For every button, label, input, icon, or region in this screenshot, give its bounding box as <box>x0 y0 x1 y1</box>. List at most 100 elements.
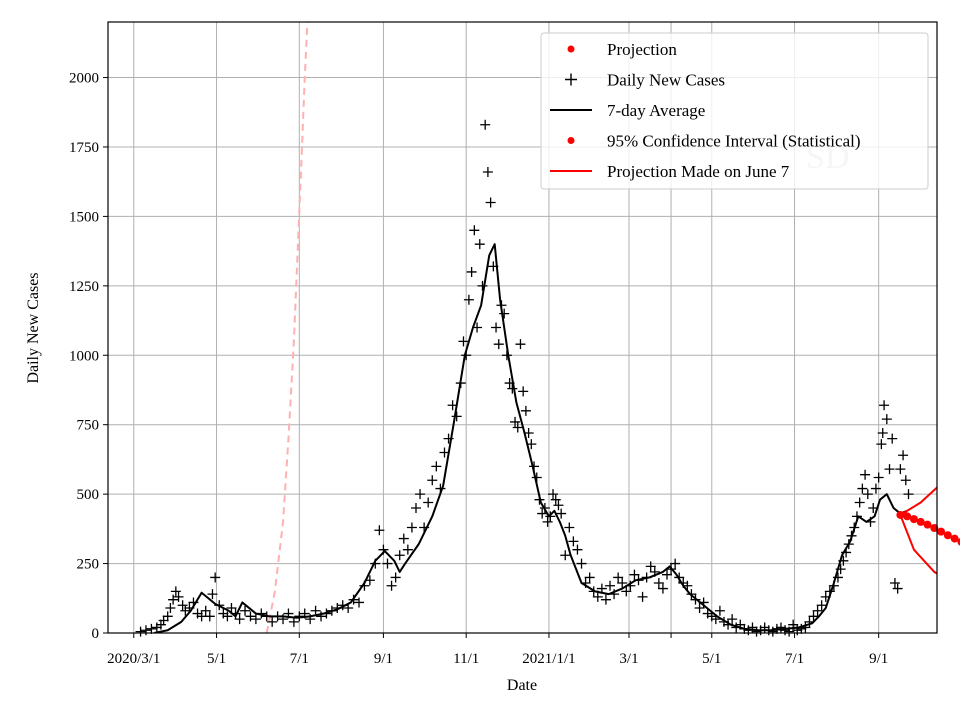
legend-marker-dot <box>567 137 575 144</box>
daily-case-marker <box>747 622 758 633</box>
daily-case-marker <box>162 611 173 622</box>
y-tick-label: 500 <box>77 487 100 503</box>
daily-case-marker <box>694 603 705 614</box>
x-axis-title: Date <box>507 677 537 694</box>
daily-case-marker <box>146 623 157 634</box>
daily-case-marker <box>556 508 567 519</box>
daily-case-marker <box>382 558 393 569</box>
legend-label: 7-day Average <box>607 101 705 120</box>
daily-case-marker <box>808 611 819 622</box>
daily-case-marker <box>889 578 900 589</box>
daily-case-marker <box>670 558 681 569</box>
y-tick-label: 250 <box>77 557 100 573</box>
daily-case-marker <box>386 580 397 591</box>
legend-label: Daily New Cases <box>607 71 725 90</box>
daily-case-marker <box>374 525 385 536</box>
legend-label: 95% Confidence Interval (Statistical) <box>607 132 861 151</box>
daily-case-marker <box>510 416 521 427</box>
daily-case-marker <box>173 591 184 602</box>
daily-case-marker <box>553 500 564 511</box>
projection-point <box>923 520 932 529</box>
projection-point <box>916 517 925 526</box>
x-tick-label: 2021/1/1 <box>522 651 575 667</box>
daily-case-marker <box>240 605 251 616</box>
daily-case-marker <box>881 414 892 425</box>
daily-case-marker <box>592 591 603 602</box>
daily-case-marker <box>135 626 146 637</box>
ci-lower-line <box>899 514 937 575</box>
x-tick-label: 5/1 <box>207 651 226 667</box>
daily-case-marker <box>410 503 421 514</box>
daily-case-marker <box>629 569 640 580</box>
daily-case-marker <box>884 464 895 475</box>
daily-case-marker <box>898 450 909 461</box>
daily-case-marker <box>234 614 245 625</box>
daily-case-marker <box>140 625 151 636</box>
legend: Projection Daily New Cases 7-day Average 95… <box>540 32 929 190</box>
daily-case-marker <box>515 339 526 350</box>
daily-case-marker <box>714 605 725 616</box>
y-tick-label: 0 <box>92 626 100 642</box>
daily-case-marker <box>520 405 531 416</box>
daily-case-marker <box>877 428 888 439</box>
projection-point <box>950 534 959 543</box>
daily-case-marker <box>600 594 611 605</box>
daily-case-marker <box>816 600 827 611</box>
x-tick-label: 9/1 <box>869 651 888 667</box>
daily-case-marker <box>423 497 434 508</box>
daily-case-marker <box>564 522 575 533</box>
daily-case-marker <box>751 626 762 637</box>
daily-case-marker <box>887 433 898 444</box>
daily-case-marker <box>637 591 648 602</box>
daily-case-marker <box>873 472 884 483</box>
daily-case-marker <box>406 522 417 533</box>
x-tick-label: 5/1 <box>702 651 721 667</box>
daily-case-marker <box>584 572 595 583</box>
daily-case-marker <box>245 611 256 622</box>
x-tick-label: 7/1 <box>785 651 804 667</box>
daily-case-marker <box>463 294 474 305</box>
daily-case-marker <box>207 589 218 600</box>
daily-case-marker <box>200 605 211 616</box>
x-tick-label: 7/1 <box>290 651 309 667</box>
daily-case-marker <box>210 572 221 583</box>
daily-case-marker <box>398 533 409 544</box>
daily-case-marker <box>316 611 327 622</box>
old-projection-series <box>265 22 309 633</box>
daily-case-marker <box>177 600 188 611</box>
projection-point <box>943 531 952 540</box>
daily-case-marker <box>354 597 365 608</box>
daily-case-marker <box>267 616 278 627</box>
daily-case-marker <box>226 603 237 614</box>
y-tick-label: 1500 <box>69 209 99 225</box>
daily-case-marker <box>466 266 477 277</box>
daily-case-marker <box>876 439 887 450</box>
daily-case-marker <box>653 578 664 589</box>
seven-day-average-series <box>153 243 908 633</box>
daily-case-marker <box>499 308 510 319</box>
daily-case-marker <box>857 483 868 494</box>
daily-case-marker <box>493 339 504 350</box>
daily-case-marker <box>568 536 579 547</box>
daily-case-marker <box>657 583 668 594</box>
daily-case-marker <box>796 623 807 634</box>
legend-marker-plus <box>565 73 577 86</box>
ci-upper-line <box>899 486 937 516</box>
daily-case-marker <box>572 544 583 555</box>
daily-case-marker <box>469 225 480 236</box>
daily-case-marker <box>165 603 176 614</box>
daily-case-marker <box>900 475 911 486</box>
daily-case-marker <box>310 605 321 616</box>
daily-case-marker <box>862 489 873 500</box>
daily-case-marker <box>168 594 179 605</box>
daily-case-marker <box>507 383 518 394</box>
y-axis-ticks: 0 250 500 750 1000 1250 1500 1750 2000 <box>69 71 108 642</box>
daily-case-marker <box>402 544 413 555</box>
daily-case-marker <box>390 572 401 583</box>
projection-point <box>903 512 912 521</box>
y-tick-label: 750 <box>77 418 100 434</box>
x-axis-ticks: 2020/3/1 5/1 7/1 9/1 11/1 2021/1/1 3/1 5/1 7/1 9/… <box>107 633 888 667</box>
daily-case-marker <box>548 489 559 500</box>
grid <box>108 22 937 634</box>
